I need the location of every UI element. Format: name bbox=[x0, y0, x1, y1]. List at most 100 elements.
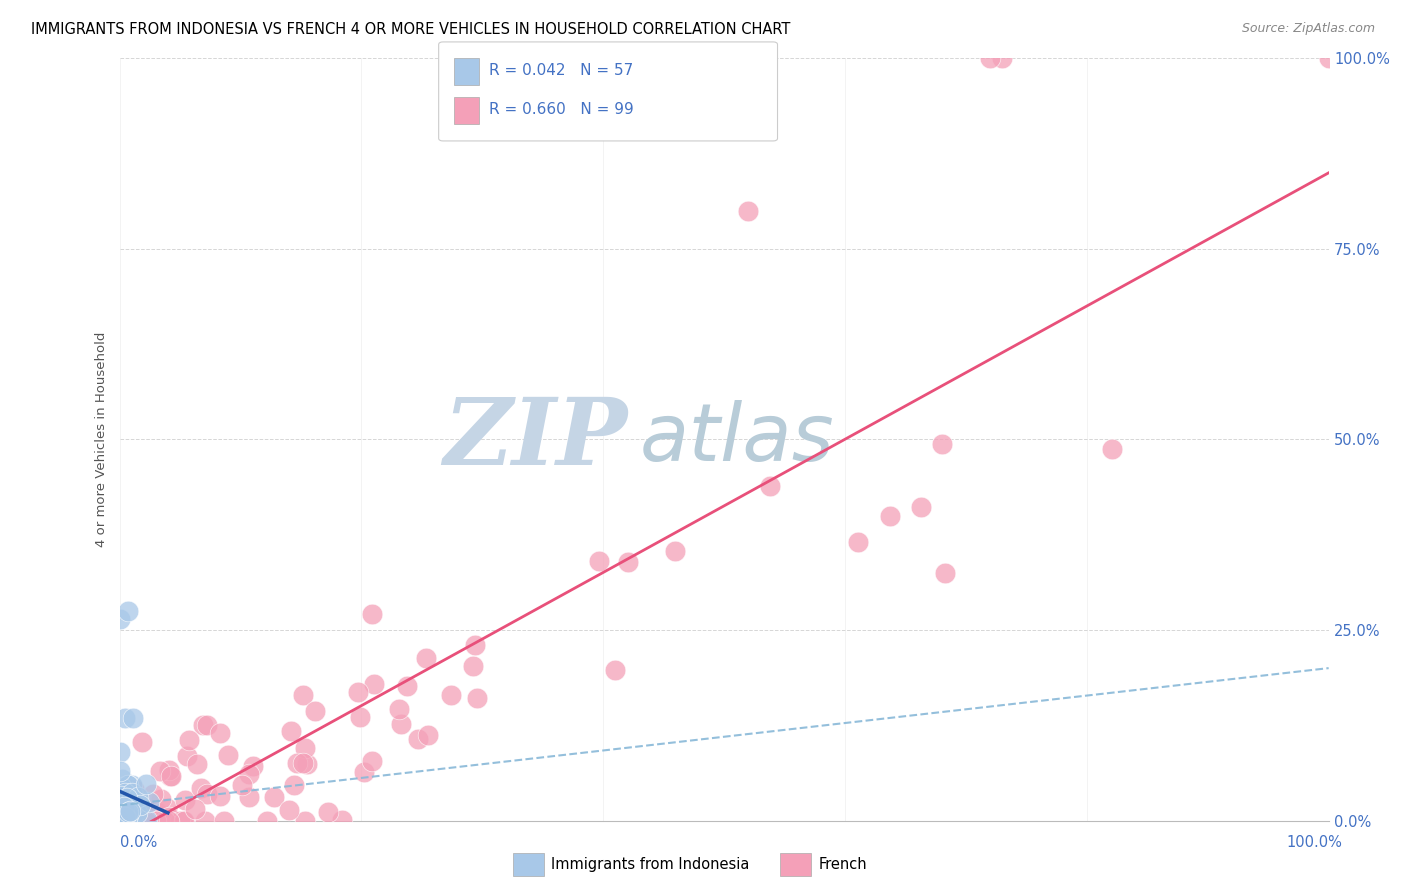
Point bbox=[194, 814, 217, 828]
Point bbox=[361, 607, 384, 621]
Y-axis label: 4 or more Vehicles in Household: 4 or more Vehicles in Household bbox=[96, 332, 108, 547]
Point bbox=[934, 566, 956, 580]
Point bbox=[108, 764, 131, 779]
Point bbox=[117, 808, 139, 822]
Point bbox=[280, 723, 302, 738]
Point bbox=[159, 769, 181, 783]
Point bbox=[389, 717, 412, 731]
Point bbox=[737, 203, 759, 218]
Point bbox=[122, 711, 145, 725]
Point bbox=[1101, 442, 1123, 457]
Point bbox=[112, 814, 135, 828]
Point bbox=[285, 756, 308, 770]
Point bbox=[112, 792, 135, 806]
Point bbox=[117, 793, 139, 807]
Point bbox=[112, 805, 135, 820]
Point bbox=[114, 809, 136, 823]
Point bbox=[464, 639, 486, 653]
Point bbox=[186, 756, 208, 771]
Text: 0.0%: 0.0% bbox=[120, 836, 156, 850]
Point bbox=[110, 805, 132, 820]
Point bbox=[114, 711, 136, 725]
Point bbox=[114, 806, 136, 821]
Point bbox=[353, 765, 375, 780]
Point bbox=[991, 51, 1014, 65]
Point bbox=[115, 814, 138, 828]
Point bbox=[910, 500, 932, 514]
Point bbox=[111, 772, 134, 787]
Point bbox=[160, 769, 183, 783]
Point bbox=[149, 791, 172, 805]
Point bbox=[292, 688, 315, 702]
Point bbox=[208, 789, 231, 804]
Point bbox=[120, 798, 142, 813]
Point bbox=[156, 814, 179, 828]
Text: atlas: atlas bbox=[640, 401, 834, 478]
Point bbox=[176, 748, 198, 763]
Point bbox=[238, 790, 260, 805]
Point bbox=[231, 778, 253, 792]
Point bbox=[110, 797, 132, 812]
Point bbox=[588, 554, 610, 568]
Point bbox=[395, 679, 418, 693]
Point bbox=[1317, 51, 1340, 65]
Point bbox=[173, 814, 195, 828]
Point bbox=[108, 808, 131, 822]
Point bbox=[295, 756, 318, 771]
Point bbox=[294, 741, 316, 756]
Text: IMMIGRANTS FROM INDONESIA VS FRENCH 4 OR MORE VEHICLES IN HOUSEHOLD CORRELATION : IMMIGRANTS FROM INDONESIA VS FRENCH 4 OR… bbox=[31, 22, 790, 37]
Point bbox=[117, 805, 139, 820]
Point bbox=[111, 798, 134, 813]
Point bbox=[115, 812, 138, 826]
Point bbox=[209, 726, 232, 740]
Point bbox=[157, 763, 180, 777]
Point bbox=[135, 814, 157, 828]
Point bbox=[616, 555, 638, 569]
Point bbox=[173, 793, 195, 807]
Point bbox=[120, 805, 142, 819]
Point bbox=[111, 798, 134, 813]
Point bbox=[112, 810, 135, 824]
Point bbox=[117, 779, 139, 793]
Point bbox=[415, 651, 437, 665]
Point bbox=[416, 729, 439, 743]
Point bbox=[131, 814, 153, 828]
Point bbox=[110, 789, 132, 804]
Point bbox=[157, 810, 180, 824]
Point bbox=[117, 778, 139, 792]
Point bbox=[292, 756, 315, 770]
Point bbox=[155, 801, 177, 815]
Point bbox=[172, 814, 194, 828]
Point bbox=[114, 800, 136, 814]
Point bbox=[846, 535, 869, 549]
Point bbox=[169, 814, 191, 828]
Point bbox=[112, 782, 135, 797]
Text: Source: ZipAtlas.com: Source: ZipAtlas.com bbox=[1241, 22, 1375, 36]
Point bbox=[114, 786, 136, 800]
Point bbox=[664, 543, 686, 558]
Point bbox=[111, 791, 134, 805]
Point bbox=[118, 804, 141, 818]
Point bbox=[146, 805, 169, 819]
Point bbox=[388, 702, 411, 716]
Point bbox=[121, 779, 143, 793]
Point bbox=[111, 811, 134, 825]
Point bbox=[195, 718, 218, 732]
Point bbox=[118, 805, 141, 820]
Point bbox=[118, 791, 141, 805]
Point bbox=[121, 813, 143, 827]
Point bbox=[114, 814, 136, 828]
Point bbox=[122, 814, 145, 828]
Point bbox=[360, 754, 382, 768]
Point bbox=[263, 789, 285, 804]
Point bbox=[467, 690, 489, 705]
Point bbox=[363, 677, 385, 691]
Point bbox=[153, 814, 176, 828]
Point bbox=[318, 805, 340, 819]
Text: 100.0%: 100.0% bbox=[1286, 836, 1343, 850]
Point bbox=[190, 781, 212, 796]
Point bbox=[347, 685, 370, 699]
Point bbox=[283, 778, 305, 792]
Point bbox=[122, 781, 145, 796]
Point bbox=[117, 791, 139, 805]
